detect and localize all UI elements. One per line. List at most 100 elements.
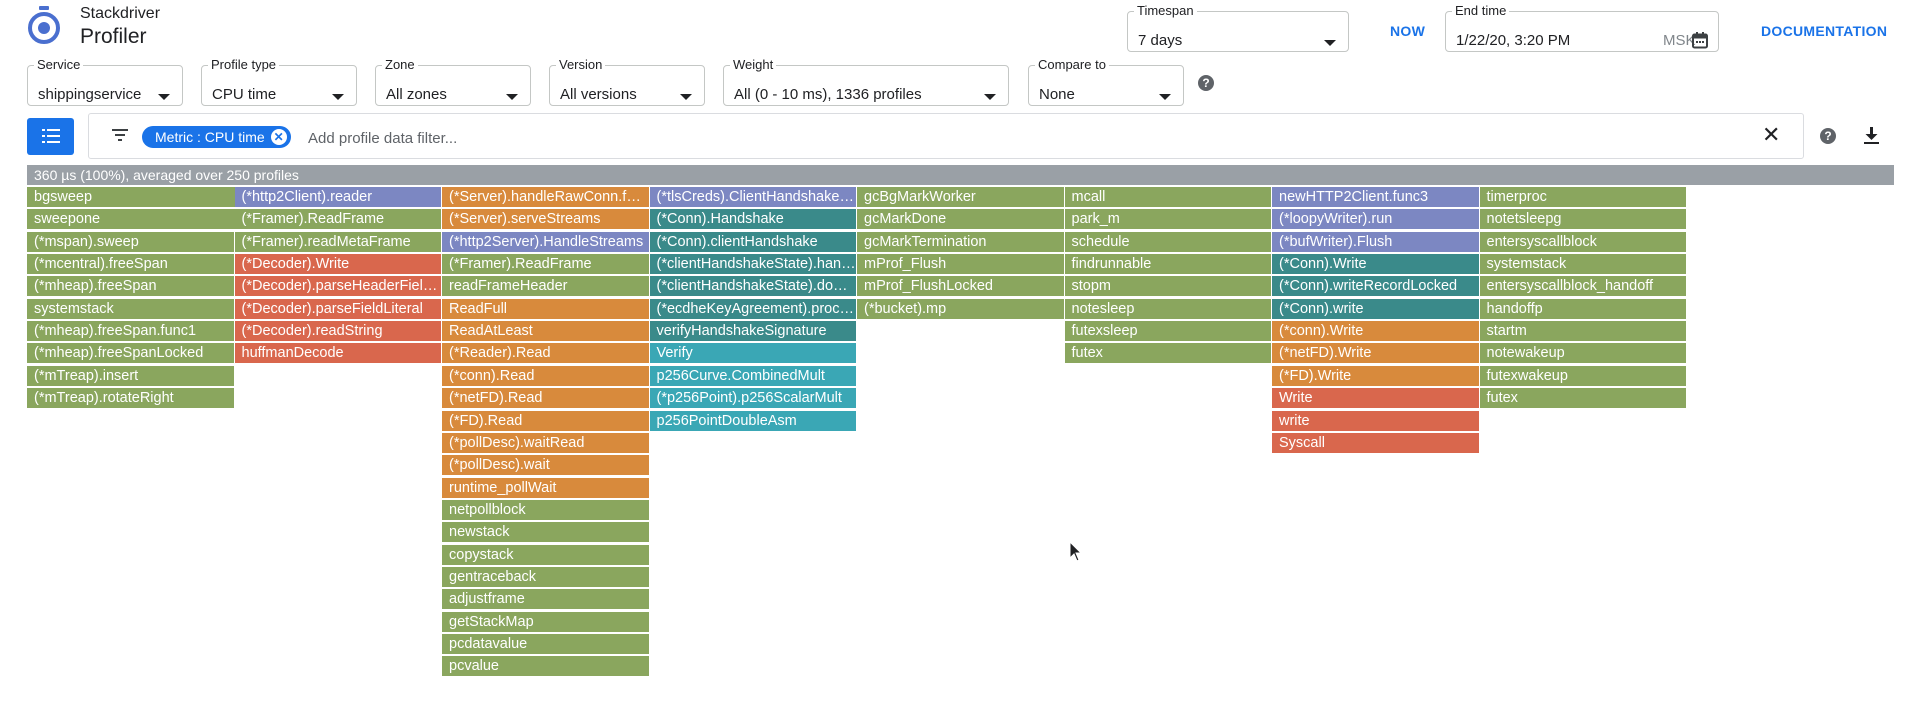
flame-root-frame[interactable]: 360 µs (100%), averaged over 250 profile… [27,165,1894,185]
flame-frame[interactable]: notesleep [1064,298,1272,320]
flame-frame[interactable]: newHTTP2Client.func3 [1272,187,1480,208]
flame-frame[interactable]: mProf_Flush [857,254,1065,276]
flame-frame[interactable]: stopm [1064,276,1272,298]
documentation-link[interactable]: DOCUMENTATION [1761,23,1888,39]
list-view-button[interactable] [27,118,74,155]
flame-frame[interactable]: p256Curve.CombinedMult [649,365,857,387]
flame-frame[interactable]: mProf_FlushLocked [857,276,1065,298]
flame-frame[interactable]: (*Framer).readMetaFrame [234,231,442,253]
flame-frame[interactable]: gcMarkDone [857,209,1065,231]
flame-frame[interactable]: Write [1272,388,1480,410]
flame-frame[interactable]: copystack [442,544,650,566]
service-select[interactable]: Service shippingservice [27,58,183,106]
flame-frame[interactable]: adjustframe [442,589,650,611]
profile-filter-input[interactable] [306,125,1710,151]
flame-frame[interactable]: handoffp [1479,298,1687,320]
flame-frame[interactable]: (*mspan).sweep [27,231,235,253]
zone-select[interactable]: Zone All zones [375,58,531,106]
flame-frame[interactable]: (*Decoder).parseFieldLiteral [234,298,442,320]
flame-frame[interactable]: (*Framer).ReadFrame [442,254,650,276]
calendar-icon[interactable] [1692,32,1708,49]
flame-frame[interactable]: p256PointDoubleAsm [649,410,857,432]
flame-frame[interactable]: (*Conn).Handshake [649,209,857,231]
weight-select[interactable]: Weight All (0 - 10 ms), 1336 profiles [723,58,1009,106]
flame-frame[interactable]: verifyHandshakeSignature [649,321,857,343]
flame-frame[interactable]: (*clientHandshakeState).handshake [649,254,857,276]
flame-frame[interactable]: (*bucket).mp [857,298,1065,320]
flame-frame[interactable]: write [1272,410,1480,432]
flame-frame[interactable]: (*Conn).writeRecordLocked [1272,276,1480,298]
flame-frame[interactable]: (*Server).handleRawConn.func1 [442,187,650,208]
profile-type-select[interactable]: Profile type CPU time [201,58,357,106]
flame-frame[interactable]: (*mheap).freeSpan.func1 [27,321,235,343]
flame-frame[interactable]: (*FD).Write [1272,365,1480,387]
flame-frame[interactable]: timerproc [1479,187,1687,208]
flame-frame[interactable]: newstack [442,522,650,544]
flame-frame[interactable]: ReadFull [442,298,650,320]
flame-frame[interactable]: gcBgMarkWorker [857,187,1065,208]
flame-frame[interactable]: (*http2Server).HandleStreams [442,231,650,253]
flame-frame[interactable]: park_m [1064,209,1272,231]
flame-frame[interactable]: (*mheap).freeSpanLocked [27,343,235,365]
flame-frame[interactable]: schedule [1064,231,1272,253]
flame-frame[interactable]: notetsleepg [1479,209,1687,231]
timespan-select[interactable]: Timespan 7 days [1127,4,1349,52]
flame-frame[interactable]: futex [1479,388,1687,410]
end-time-field[interactable]: End time 1/22/20, 3:20 PM MSK [1445,4,1719,52]
flame-frame[interactable]: (*Reader).Read [442,343,650,365]
help-icon[interactable]: ? [1198,75,1214,91]
version-select[interactable]: Version All versions [549,58,705,106]
flame-frame[interactable]: readFrameHeader [442,276,650,298]
download-icon[interactable] [1864,127,1879,144]
metric-filter-chip[interactable]: Metric : CPU time ✕ [142,126,291,148]
now-button[interactable]: NOW [1390,23,1426,39]
flame-frame[interactable]: systemstack [27,298,235,320]
flame-frame[interactable]: (*netFD).Read [442,388,650,410]
flame-frame[interactable]: runtime_pollWait [442,477,650,499]
flame-frame[interactable]: (*conn).Write [1272,321,1480,343]
flame-frame[interactable]: notewakeup [1479,343,1687,365]
clear-filter-icon[interactable]: ✕ [1762,122,1781,147]
flame-frame[interactable]: systemstack [1479,254,1687,276]
flame-frame[interactable]: huffmanDecode [234,343,442,365]
help-icon[interactable]: ? [1820,128,1836,144]
flame-frame[interactable]: gcMarkTermination [857,231,1065,253]
flame-frame[interactable]: (*clientHandshakeState).doFullHandshake [649,276,857,298]
flame-frame[interactable]: (*tlsCreds).ClientHandshake.func1 [649,187,857,208]
flame-frame[interactable]: Verify [649,343,857,365]
flame-frame[interactable]: entersyscallblock_handoff [1479,276,1687,298]
flame-frame[interactable]: (*pollDesc).waitRead [442,432,650,454]
flame-frame[interactable]: (*Server).serveStreams [442,209,650,231]
flame-frame[interactable]: (*ecdheKeyAgreement).processServerKeyExc… [649,298,857,320]
flame-frame[interactable]: (*mcentral).freeSpan [27,254,235,276]
flame-frame[interactable]: (*Framer).ReadFrame [234,209,442,231]
flame-frame[interactable]: (*mheap).freeSpan [27,276,235,298]
flame-frame[interactable]: mcall [1064,187,1272,208]
flame-frame[interactable]: (*Decoder).readString [234,321,442,343]
flame-frame[interactable]: Syscall [1272,432,1480,454]
flame-frame[interactable]: pcdatavalue [442,634,650,655]
flame-frame[interactable]: (*mTreap).insert [27,365,235,387]
flame-frame[interactable]: (*Decoder).parseHeaderFieldRepr [234,276,442,298]
flame-frame[interactable]: netpollblock [442,499,650,521]
flame-frame[interactable]: (*netFD).Write [1272,343,1480,365]
flame-frame[interactable]: (*mTreap).rotateRight [27,388,235,410]
flame-frame[interactable]: (*Decoder).Write [234,254,442,276]
flame-frame[interactable]: gentraceback [442,566,650,588]
flame-frame[interactable]: futexwakeup [1479,365,1687,387]
flame-frame[interactable]: startm [1479,321,1687,343]
compare-to-select[interactable]: Compare to None [1028,58,1184,106]
flame-frame[interactable]: (*pollDesc).wait [442,455,650,477]
flame-graph[interactable]: 360 µs (100%), averaged over 250 profile… [27,165,1894,685]
flame-frame[interactable]: (*loopyWriter).run [1272,209,1480,231]
flame-frame[interactable]: (*p256Point).p256ScalarMult [649,388,857,410]
flame-frame[interactable]: (*bufWriter).Flush [1272,231,1480,253]
flame-frame[interactable]: futexsleep [1064,321,1272,343]
flame-frame[interactable]: entersyscallblock [1479,231,1687,253]
flame-frame[interactable]: (*Conn).Write [1272,254,1480,276]
flame-frame[interactable]: findrunnable [1064,254,1272,276]
flame-frame[interactable]: (*Conn).clientHandshake [649,231,857,253]
flame-frame[interactable]: (*FD).Read [442,410,650,432]
flame-frame[interactable]: pcvalue [442,656,650,678]
flame-frame[interactable]: (*Conn).write [1272,298,1480,320]
